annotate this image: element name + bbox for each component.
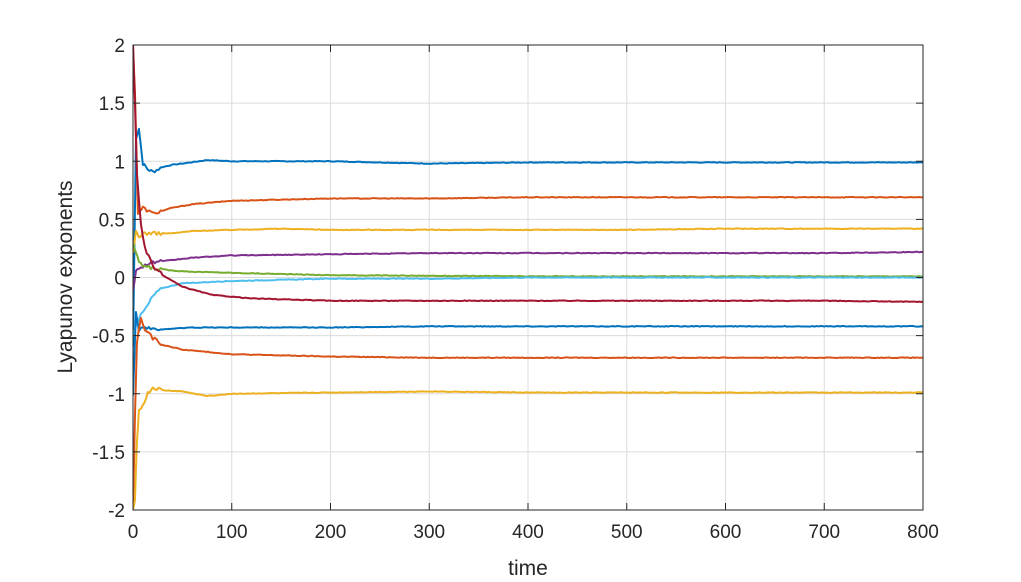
- y-tick-label: 2: [114, 36, 125, 57]
- y-tick-label: 0.5: [99, 210, 125, 231]
- series-line-1: [133, 127, 923, 348]
- x-tick-label: 300: [413, 522, 445, 543]
- y-tick-label: -1.5: [92, 443, 125, 464]
- y-ticks: -2 -1.5 -1 -0.5 0 0.5 1 1.5 2: [92, 36, 923, 522]
- y-tick-label: -1: [108, 385, 125, 406]
- series-line-2: [133, 45, 923, 215]
- x-tick-label: 800: [907, 522, 939, 543]
- x-tick-label: 500: [611, 522, 643, 543]
- x-tick-label: 100: [216, 522, 248, 543]
- y-tick-label: 1.5: [99, 94, 125, 115]
- y-axis-label: Lyapunov exponents: [54, 180, 77, 373]
- x-ticks: 0 100 200 300 400 500 600 700 800: [128, 45, 939, 543]
- y-tick-label: 1: [114, 152, 125, 173]
- y-tick-label: 0: [114, 269, 125, 290]
- y-tick-label: -0.5: [92, 327, 125, 348]
- x-axis-label: time: [508, 557, 548, 580]
- x-tick-label: 400: [512, 522, 544, 543]
- x-tick-label: 700: [808, 522, 840, 543]
- y-tick-label: -2: [108, 501, 125, 522]
- x-tick-label: 0: [128, 522, 139, 543]
- series-line-10: [133, 386, 923, 510]
- x-tick-label: 200: [315, 522, 347, 543]
- series-line-7: [133, 45, 923, 303]
- series-line-3: [133, 227, 923, 253]
- series-line-4: [133, 250, 923, 291]
- series-line-8: [133, 310, 923, 396]
- series-line-6: [133, 276, 923, 336]
- series-line-9: [133, 317, 923, 510]
- series-lines: [133, 45, 923, 510]
- x-tick-label: 600: [710, 522, 742, 543]
